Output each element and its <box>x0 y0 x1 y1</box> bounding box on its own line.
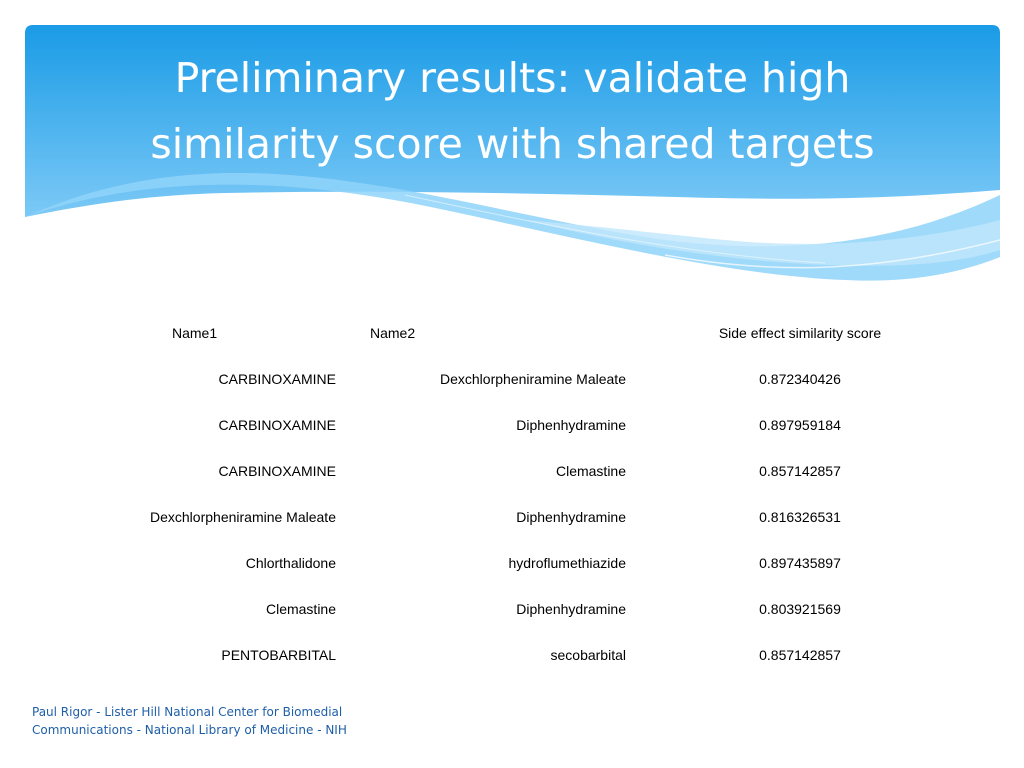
header-name1: Name1 <box>172 325 218 341</box>
cell-name1: CARBINOXAMINE <box>218 417 336 433</box>
slide-title-line1: Preliminary results: validate high <box>174 54 851 102</box>
wave-banner-graphic <box>25 25 1000 281</box>
slide-title-line2: similarity score with shared targets <box>150 120 875 168</box>
table-row: CARBINOXAMINE Diphenhydramine 0.89795918… <box>100 402 974 448</box>
slide-footer: Paul Rigor - Lister Hill National Center… <box>32 703 372 739</box>
cell-name2: secobarbital <box>550 647 627 663</box>
cell-score: 0.857142857 <box>759 647 841 663</box>
cell-score: 0.897435897 <box>759 555 841 571</box>
cell-score: 0.803921569 <box>759 601 841 617</box>
table-row: CARBINOXAMINE Dexchlorpheniramine Maleat… <box>100 356 974 402</box>
cell-name2: Diphenhydramine <box>516 509 626 525</box>
table-row: Dexchlorpheniramine Maleate Diphenhydram… <box>100 494 974 540</box>
table-row: Chlorthalidone hydroflumethiazide 0.8974… <box>100 540 974 586</box>
footer-line2: Communications - National Library of Med… <box>32 723 347 737</box>
table-row: Clemastine Diphenhydramine 0.803921569 <box>100 586 974 632</box>
cell-name1: CARBINOXAMINE <box>218 371 336 387</box>
cell-name2: Diphenhydramine <box>516 417 626 433</box>
cell-name1: Clemastine <box>265 601 336 617</box>
cell-name1: PENTOBARBITAL <box>221 647 336 663</box>
cell-name1: Chlorthalidone <box>245 555 336 571</box>
title-banner <box>25 25 1000 290</box>
cell-name2: hydroflumethiazide <box>508 555 626 571</box>
cell-name1: CARBINOXAMINE <box>218 463 336 479</box>
cell-score: 0.872340426 <box>759 371 841 387</box>
cell-score: 0.897959184 <box>759 417 841 433</box>
table-row: PENTOBARBITAL secobarbital 0.857142857 <box>100 632 974 678</box>
cell-score: 0.857142857 <box>759 463 841 479</box>
similarity-table: Name1 Name2 Side effect similarity score… <box>100 310 974 678</box>
cell-name2: Diphenhydramine <box>516 601 626 617</box>
cell-name2: Clemastine <box>555 463 626 479</box>
slide-title: Preliminary results: validate high simil… <box>25 45 1000 177</box>
cell-name1: Dexchlorpheniramine Maleate <box>150 509 336 525</box>
cell-name2: Dexchlorpheniramine Maleate <box>440 371 626 387</box>
footer-line1: Paul Rigor - Lister Hill National Center… <box>32 705 343 719</box>
header-name2: Name2 <box>370 325 416 341</box>
table-row: CARBINOXAMINE Clemastine 0.857142857 <box>100 448 974 494</box>
header-score: Side effect similarity score <box>718 325 882 341</box>
cell-score: 0.816326531 <box>759 509 841 525</box>
table-header-row: Name1 Name2 Side effect similarity score <box>100 310 974 356</box>
